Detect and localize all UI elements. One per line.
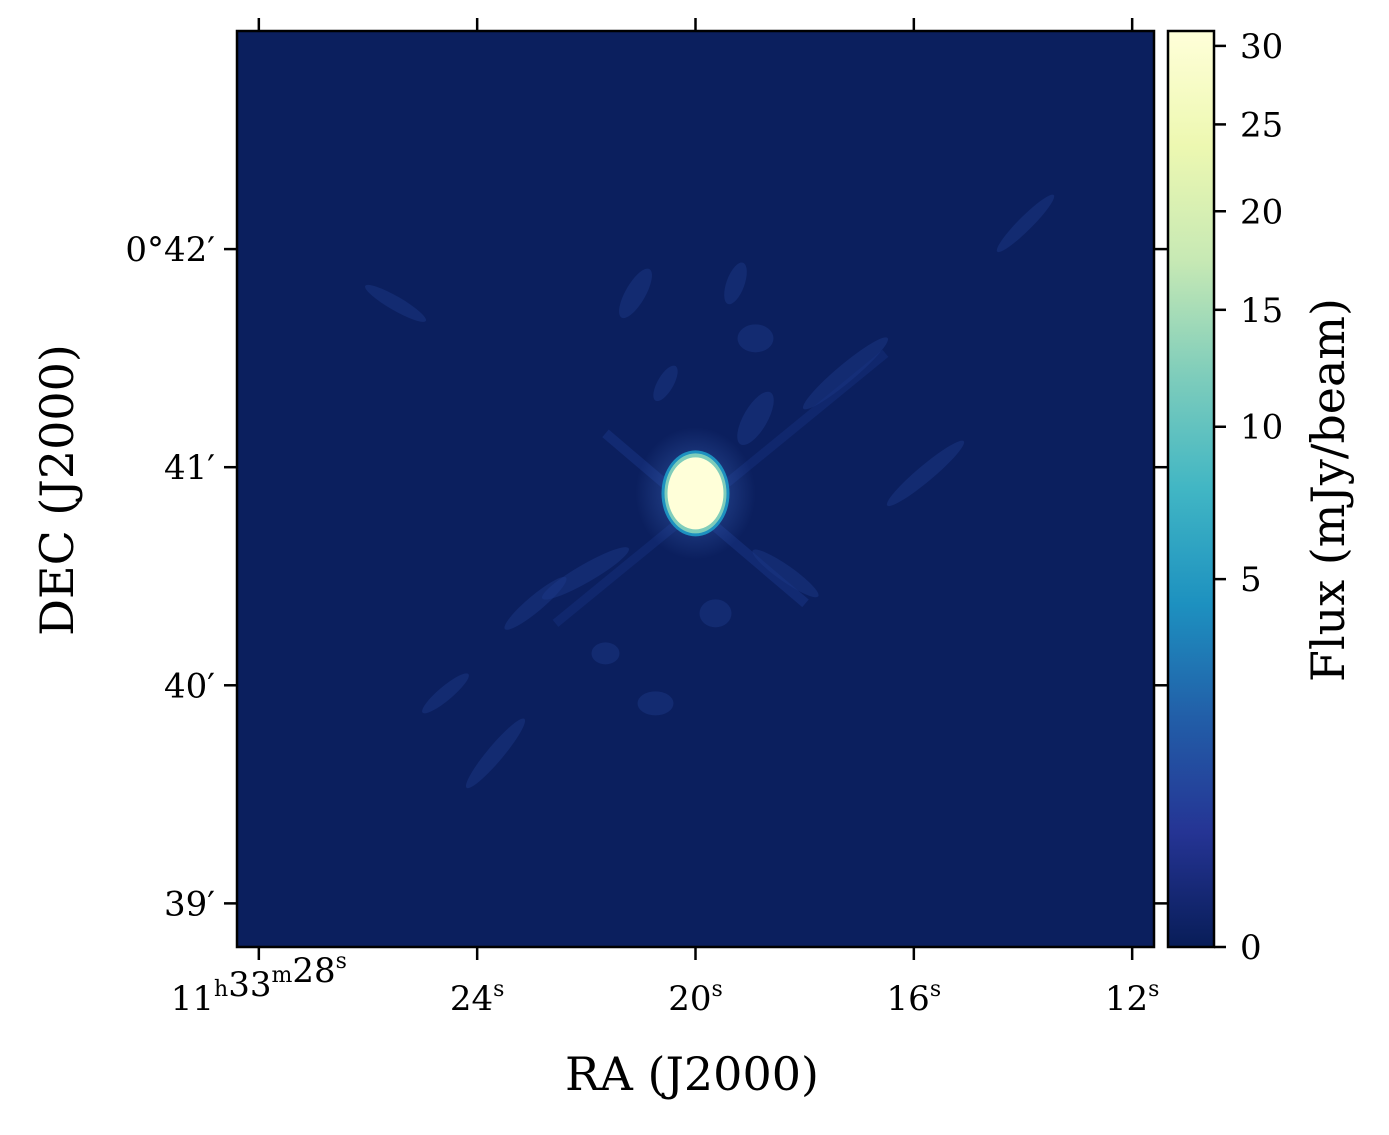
flux-image [237,31,1154,947]
sidelobe-streak [724,262,747,305]
sidelobe-streak [699,599,732,628]
source-core [667,457,724,530]
colorbar-tick-label: 25 [1240,105,1283,145]
x-tick-label: 12s [1105,977,1160,1019]
y-tick-label: 40′ [164,666,215,706]
sidelobe-streak [541,547,630,600]
colorbar-tick-label: 15 [1240,291,1283,331]
y-axis: 0°42′ 41′ 40′ 39′ [125,230,1167,924]
sidelobe-streak [886,440,965,507]
sidelobe-streak [364,284,427,322]
x-tick-label: 20s [668,977,723,1019]
colorbar-tick-label: 10 [1240,408,1283,448]
colorbar-tick-label: 20 [1240,192,1283,232]
x-tick-label: 16s [887,977,942,1019]
colorbar-label: Flux (mJy/beam) [1301,298,1355,682]
colorbar [1166,29,1216,949]
sidelobe-streak [465,718,526,789]
sidelobe-streak [737,324,774,353]
colorbar-tick-label: 30 [1240,27,1283,67]
x-axis-title: RA (J2000) [565,1047,819,1101]
x-tick-label: 11h33m28s [171,949,347,1019]
sidelobe-streak [591,642,620,665]
sidelobe-streak [619,268,652,319]
x-axis: 11h33m28s 24s 20s 16s 12s [171,18,1160,1019]
colorbar-tick-label: 5 [1240,560,1262,600]
sidelobe-streak [752,549,819,598]
y-tick-label: 0°42′ [125,230,215,270]
bright-source [635,427,756,560]
sidelobe-streak [504,576,567,630]
y-tick-label: 39′ [164,884,215,924]
sidelobe-streak [737,391,774,446]
sidelobe-streak [653,365,678,402]
colorbar-axis: 0 5 10 15 20 25 30 [1214,27,1283,968]
x-tick-label: 24s [450,977,505,1019]
colorbar-tick-label: 0 [1240,928,1262,968]
y-tick-label: 41′ [164,448,215,488]
y-axis-title: DEC (J2000) [30,344,84,636]
sidelobe-streak [996,194,1055,253]
sidelobe-streak [422,673,469,714]
sidelobe-streak [802,337,889,410]
sidelobe-streak [637,691,674,716]
